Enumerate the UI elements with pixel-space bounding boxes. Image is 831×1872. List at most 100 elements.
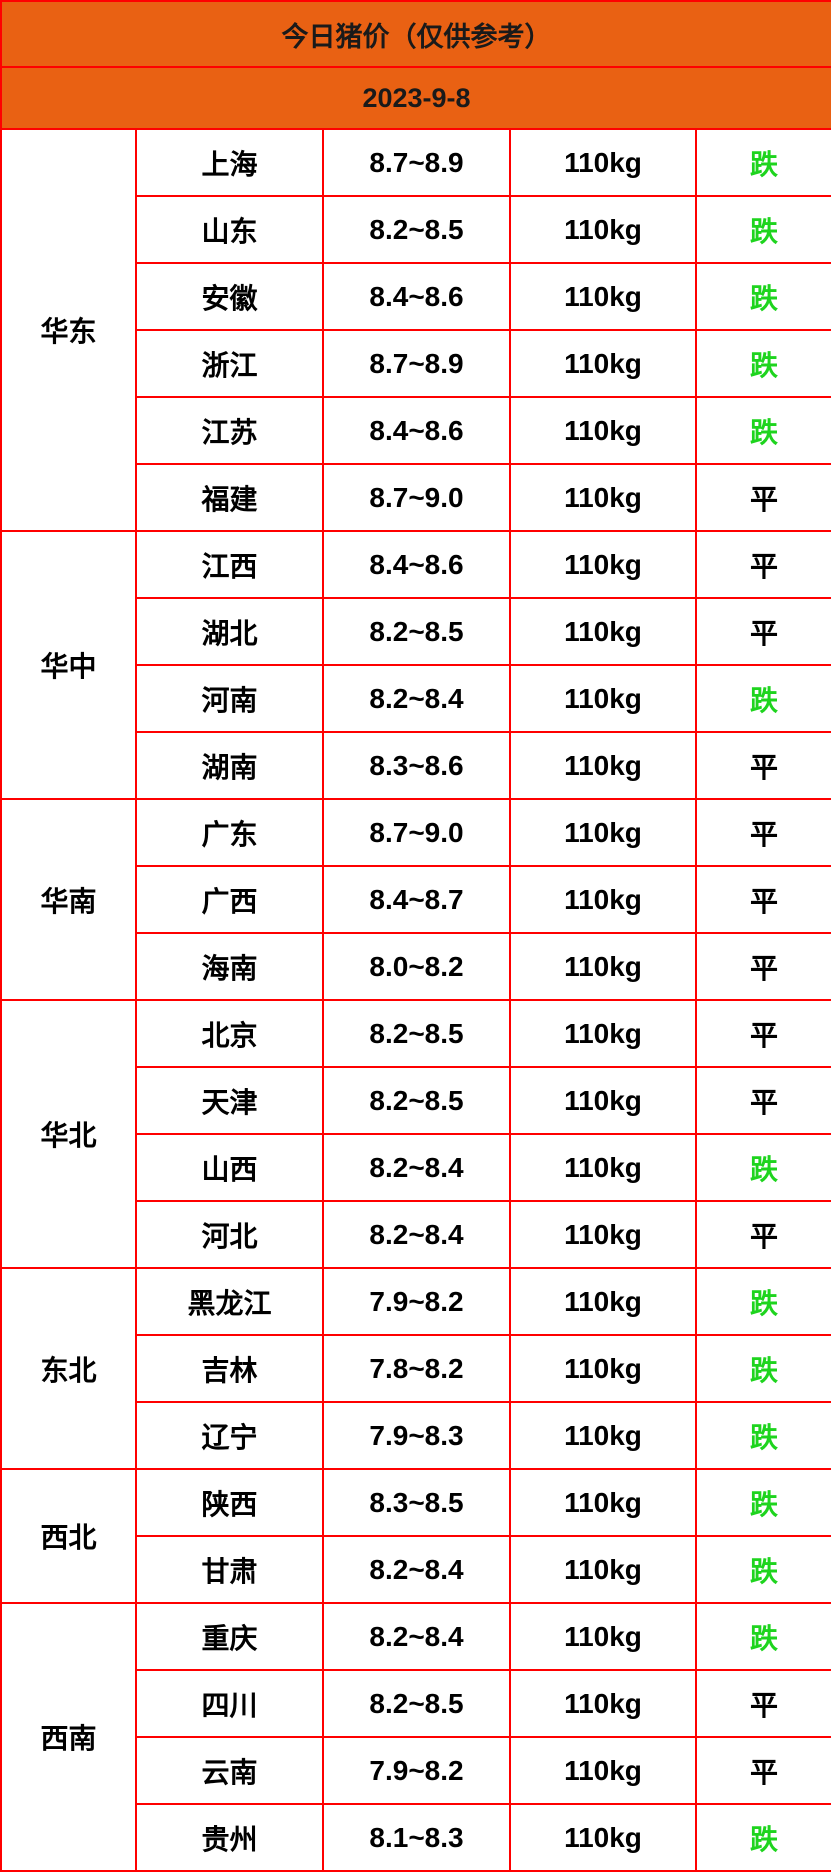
price-cell: 8.2~8.4 xyxy=(322,1133,511,1202)
table-row: 安徽 8.4~8.6 110kg 跌 xyxy=(1,262,831,331)
trend-cell: 平 xyxy=(694,463,831,532)
province-cell: 福建 xyxy=(135,463,324,532)
province-cell: 河北 xyxy=(135,1200,324,1269)
price-cell: 8.7~8.9 xyxy=(322,128,511,197)
price-cell: 8.3~8.5 xyxy=(322,1468,511,1537)
weight-cell: 110kg xyxy=(509,1468,697,1537)
price-cell: 8.0~8.2 xyxy=(322,932,511,1001)
weight-cell: 110kg xyxy=(509,1535,697,1604)
trend-cell: 平 xyxy=(694,1200,831,1269)
trend-cell: 跌 xyxy=(694,262,831,331)
table-row: 河北 8.2~8.4 110kg 平 xyxy=(1,1200,831,1269)
table-row: 河南 8.2~8.4 110kg 跌 xyxy=(1,664,831,733)
region-cell: 华北 xyxy=(0,999,137,1269)
province-cell: 辽宁 xyxy=(135,1401,324,1470)
price-cell: 7.9~8.2 xyxy=(322,1736,511,1805)
price-cell: 7.9~8.3 xyxy=(322,1401,511,1470)
table-row: 浙江 8.7~8.9 110kg 跌 xyxy=(1,329,831,398)
table-row: 华北 北京 8.2~8.5 110kg 平 xyxy=(0,999,831,1269)
province-cell: 贵州 xyxy=(135,1803,324,1872)
trend-cell: 平 xyxy=(694,1736,831,1805)
trend-cell: 跌 xyxy=(694,1468,831,1537)
province-cell: 广西 xyxy=(135,865,324,934)
province-cell: 江苏 xyxy=(135,396,324,465)
province-cell: 四川 xyxy=(135,1669,324,1738)
province-cell: 安徽 xyxy=(135,262,324,331)
table-title: 今日猪价（仅供参考） xyxy=(0,0,831,68)
weight-cell: 110kg xyxy=(509,1602,697,1671)
table-row: 辽宁 7.9~8.3 110kg 跌 xyxy=(1,1401,831,1470)
price-cell: 8.7~9.0 xyxy=(322,798,511,867)
price-cell: 8.4~8.6 xyxy=(322,396,511,465)
weight-cell: 110kg xyxy=(509,463,697,532)
price-cell: 8.2~8.5 xyxy=(322,999,511,1068)
region-cell: 西北 xyxy=(0,1468,137,1604)
region-cell: 东北 xyxy=(0,1267,137,1470)
weight-cell: 110kg xyxy=(509,1803,697,1872)
trend-cell: 跌 xyxy=(694,1267,831,1336)
weight-cell: 110kg xyxy=(509,932,697,1001)
price-cell: 8.3~8.6 xyxy=(322,731,511,800)
province-cell: 陕西 xyxy=(135,1468,324,1537)
weight-cell: 110kg xyxy=(509,1736,697,1805)
province-cell: 天津 xyxy=(135,1066,324,1135)
province-cell: 广东 xyxy=(135,798,324,867)
trend-cell: 平 xyxy=(694,932,831,1001)
price-cell: 7.8~8.2 xyxy=(322,1334,511,1403)
weight-cell: 110kg xyxy=(509,1133,697,1202)
province-cell: 海南 xyxy=(135,932,324,1001)
price-cell: 8.2~8.5 xyxy=(322,195,511,264)
province-cell: 山西 xyxy=(135,1133,324,1202)
trend-cell: 平 xyxy=(694,865,831,934)
region-cell: 华中 xyxy=(0,530,137,800)
trend-cell: 跌 xyxy=(694,1133,831,1202)
region-cell: 华东 xyxy=(0,128,137,532)
province-cell: 浙江 xyxy=(135,329,324,398)
weight-cell: 110kg xyxy=(509,262,697,331)
trend-cell: 跌 xyxy=(694,664,831,733)
table-row: 吉林 7.8~8.2 110kg 跌 xyxy=(1,1334,831,1403)
province-cell: 湖南 xyxy=(135,731,324,800)
trend-cell: 跌 xyxy=(694,1334,831,1403)
table-row: 华东 上海 8.7~8.9 110kg 跌 xyxy=(0,128,831,532)
table-row: 甘肃 8.2~8.4 110kg 跌 xyxy=(1,1535,831,1604)
weight-cell: 110kg xyxy=(509,1334,697,1403)
table-row: 福建 8.7~9.0 110kg 平 xyxy=(1,463,831,532)
province-cell: 重庆 xyxy=(135,1602,324,1671)
table-row: 天津 8.2~8.5 110kg 平 xyxy=(1,1066,831,1135)
price-cell: 8.2~8.5 xyxy=(322,1066,511,1135)
price-cell: 8.2~8.5 xyxy=(322,597,511,666)
table-row: 湖北 8.2~8.5 110kg 平 xyxy=(1,597,831,666)
table-row: 海南 8.0~8.2 110kg 平 xyxy=(1,932,831,1001)
weight-cell: 110kg xyxy=(509,396,697,465)
price-cell: 8.2~8.5 xyxy=(322,1669,511,1738)
price-cell: 8.2~8.4 xyxy=(322,1200,511,1269)
table-row: 华南 广东 8.7~9.0 110kg 平 xyxy=(0,798,831,1001)
price-cell: 8.2~8.4 xyxy=(322,1535,511,1604)
province-cell: 河南 xyxy=(135,664,324,733)
province-cell: 江西 xyxy=(135,530,324,599)
table-row: 四川 8.2~8.5 110kg 平 xyxy=(1,1669,831,1738)
weight-cell: 110kg xyxy=(509,798,697,867)
trend-cell: 平 xyxy=(694,530,831,599)
trend-cell: 跌 xyxy=(694,195,831,264)
title-row: 今日猪价（仅供参考） xyxy=(0,0,831,68)
weight-cell: 110kg xyxy=(509,1669,697,1738)
price-cell: 8.7~9.0 xyxy=(322,463,511,532)
table-row: 西北 陕西 8.3~8.5 110kg 跌 xyxy=(0,1468,831,1604)
table-row: 广西 8.4~8.7 110kg 平 xyxy=(1,865,831,934)
trend-cell: 跌 xyxy=(694,1401,831,1470)
weight-cell: 110kg xyxy=(509,1401,697,1470)
price-cell: 8.4~8.7 xyxy=(322,865,511,934)
weight-cell: 110kg xyxy=(509,664,697,733)
price-cell: 8.7~8.9 xyxy=(322,329,511,398)
province-cell: 上海 xyxy=(135,128,324,197)
table-row: 山西 8.2~8.4 110kg 跌 xyxy=(1,1133,831,1202)
trend-cell: 平 xyxy=(694,798,831,867)
province-cell: 吉林 xyxy=(135,1334,324,1403)
table-row: 湖南 8.3~8.6 110kg 平 xyxy=(1,731,831,800)
trend-cell: 跌 xyxy=(694,1602,831,1671)
trend-cell: 跌 xyxy=(694,396,831,465)
weight-cell: 110kg xyxy=(509,1267,697,1336)
